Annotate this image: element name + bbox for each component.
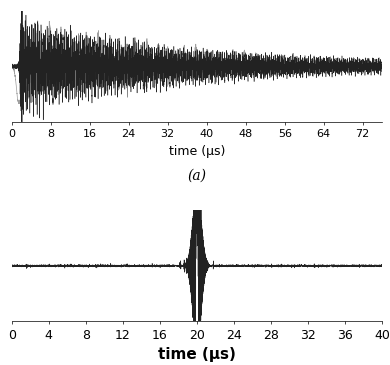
Text: (a): (a) bbox=[188, 168, 206, 182]
X-axis label: time (μs): time (μs) bbox=[158, 347, 236, 362]
X-axis label: time (μs): time (μs) bbox=[169, 145, 225, 158]
